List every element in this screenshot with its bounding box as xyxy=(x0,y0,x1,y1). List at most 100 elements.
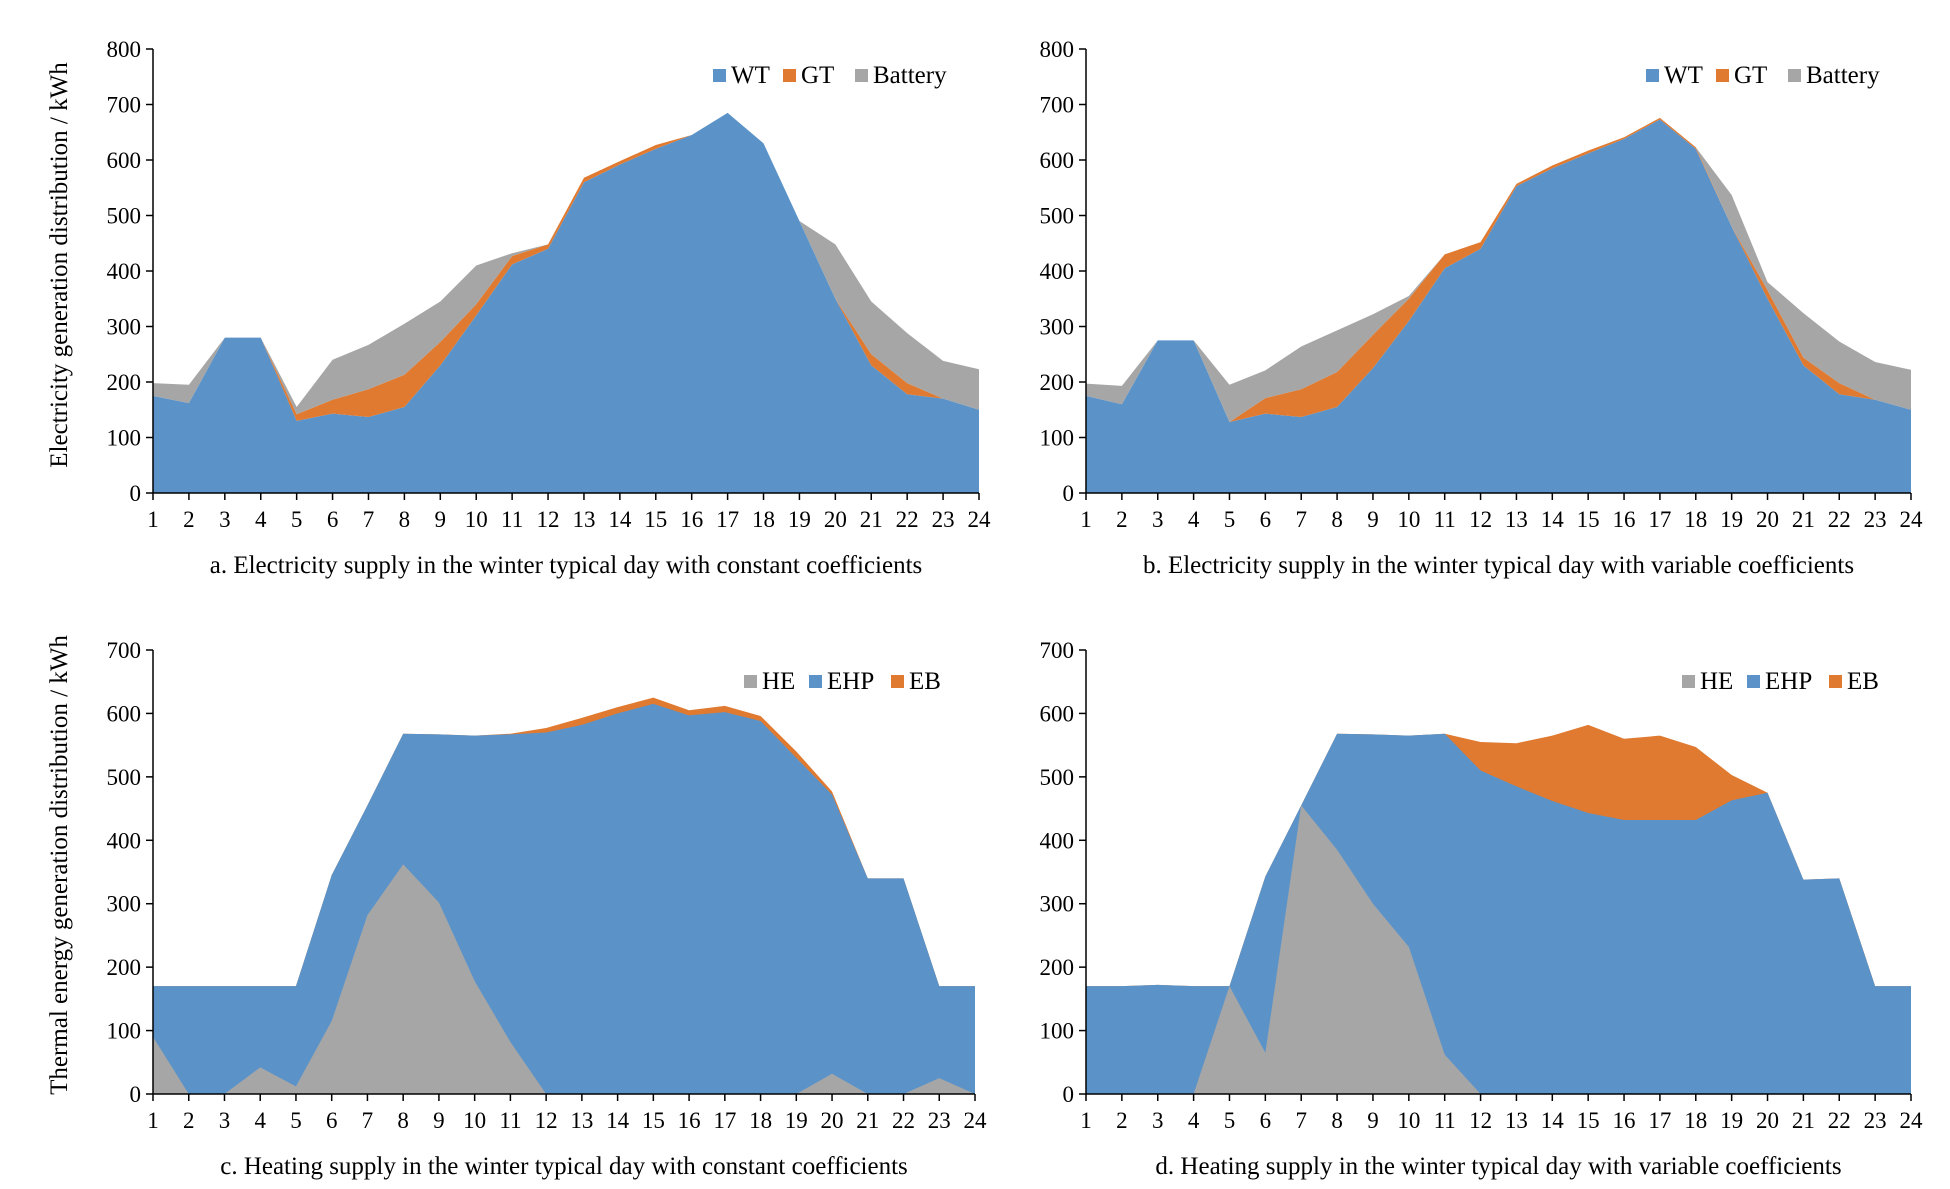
y-tick-label: 600 xyxy=(107,701,142,726)
y-tick-label: 100 xyxy=(107,426,142,451)
x-tick-label: 17 xyxy=(1648,1108,1671,1133)
series-area-he xyxy=(153,864,975,1094)
y-tick-label: 400 xyxy=(1040,259,1075,284)
x-tick-label: 22 xyxy=(1828,507,1851,532)
x-tick-label: 15 xyxy=(1577,507,1600,532)
x-tick-label: 1 xyxy=(1080,507,1092,532)
x-tick-label: 19 xyxy=(1720,1108,1743,1133)
legend-swatch-he xyxy=(744,675,757,688)
y-tick-label: 300 xyxy=(107,315,142,340)
legend-swatch-eb xyxy=(1829,675,1842,688)
x-tick-label: 1 xyxy=(147,507,159,532)
chart-caption: a. Electricity supply in the winter typi… xyxy=(210,552,923,579)
x-tick-label: 7 xyxy=(362,1108,374,1133)
x-tick-label: 13 xyxy=(1505,1108,1528,1133)
series-area-wt xyxy=(1086,119,1911,494)
legend: HE EHP EB xyxy=(744,668,941,695)
y-tick-label: 700 xyxy=(1040,638,1075,663)
y-tick-label: 500 xyxy=(107,765,142,790)
series-area-ehp xyxy=(1086,733,1911,1094)
legend-label-gt: GT xyxy=(801,62,834,89)
x-tick-label: 17 xyxy=(713,1108,736,1133)
x-tick-label: 11 xyxy=(1434,507,1456,532)
x-tick-label: 19 xyxy=(788,507,811,532)
y-tick-label: 500 xyxy=(107,204,142,229)
x-tick-label: 2 xyxy=(183,1108,195,1133)
x-tick-label: 20 xyxy=(1756,1108,1779,1133)
x-tick-label: 12 xyxy=(1469,507,1492,532)
x-tick-label: 17 xyxy=(1648,507,1671,532)
legend: WT GT Battery xyxy=(1646,62,1880,89)
x-tick-label: 4 xyxy=(254,1108,266,1133)
x-tick-label: 8 xyxy=(1331,1108,1343,1133)
series-area-wt xyxy=(153,112,979,493)
legend-swatch-eb xyxy=(891,675,904,688)
x-tick-label: 16 xyxy=(680,507,703,532)
x-tick-label: 11 xyxy=(501,507,523,532)
y-axis-label-electricity: Electricity generation distribution / kW… xyxy=(46,62,73,468)
x-tick-label: 18 xyxy=(752,507,775,532)
y-tick-label: 700 xyxy=(107,93,142,118)
y-tick-label: 200 xyxy=(1040,955,1075,980)
legend-label-battery: Battery xyxy=(1806,62,1880,89)
x-tick-label: 8 xyxy=(1331,507,1343,532)
x-tick-label: 18 xyxy=(1684,507,1707,532)
series-area-ehp xyxy=(153,703,975,1094)
legend-label-ehp: EHP xyxy=(827,668,874,695)
y-tick-label: 0 xyxy=(1063,481,1075,506)
x-tick-label: 3 xyxy=(219,1108,231,1133)
y-tick-label: 400 xyxy=(107,828,142,853)
x-tick-label: 13 xyxy=(570,1108,593,1133)
legend-label-battery: Battery xyxy=(873,62,947,89)
legend-label-eb: EB xyxy=(1847,668,1879,695)
y-tick-label: 200 xyxy=(1040,370,1075,395)
y-tick-label: 100 xyxy=(107,1019,142,1044)
x-tick-label: 21 xyxy=(856,1108,879,1133)
x-tick-label: 21 xyxy=(1792,507,1815,532)
y-tick-label: 700 xyxy=(107,638,142,663)
x-tick-label: 20 xyxy=(821,1108,844,1133)
legend-swatch-battery xyxy=(855,69,868,82)
x-tick-label: 16 xyxy=(1613,1108,1636,1133)
x-tick-label: 24 xyxy=(968,507,992,532)
x-tick-label: 8 xyxy=(399,507,411,532)
y-tick-label: 0 xyxy=(1063,1082,1075,1107)
y-tick-label: 0 xyxy=(130,481,142,506)
y-tick-label: 200 xyxy=(107,370,142,395)
x-tick-label: 10 xyxy=(1397,1108,1420,1133)
x-tick-label: 6 xyxy=(327,507,339,532)
x-tick-label: 9 xyxy=(433,1108,445,1133)
x-tick-label: 3 xyxy=(1152,1108,1164,1133)
y-axis-label-thermal: Thermal energy generation distribution /… xyxy=(46,635,73,1095)
x-tick-label: 2 xyxy=(1116,507,1128,532)
x-tick-label: 22 xyxy=(896,507,919,532)
x-tick-label: 20 xyxy=(824,507,847,532)
x-tick-label: 6 xyxy=(1260,1108,1272,1133)
y-tick-label: 400 xyxy=(107,259,142,284)
chart-caption: c. Heating supply in the winter typical … xyxy=(220,1153,908,1180)
x-tick-label: 10 xyxy=(1397,507,1420,532)
x-tick-label: 6 xyxy=(326,1108,338,1133)
x-tick-label: 4 xyxy=(1188,1108,1200,1133)
chart-caption: d. Heating supply in the winter typical … xyxy=(1155,1153,1841,1180)
legend-swatch-ehp xyxy=(809,675,822,688)
x-tick-label: 24 xyxy=(1900,507,1924,532)
plot-area xyxy=(153,112,979,493)
x-tick-label: 1 xyxy=(147,1108,159,1133)
x-tick-label: 15 xyxy=(644,507,667,532)
x-tick-label: 4 xyxy=(255,507,267,532)
x-tick-label: 15 xyxy=(642,1108,665,1133)
plot-area xyxy=(1086,724,1911,1094)
x-tick-label: 7 xyxy=(363,507,375,532)
x-tick-label: 10 xyxy=(465,507,488,532)
y-tick-label: 300 xyxy=(107,892,142,917)
x-tick-label: 16 xyxy=(1613,507,1636,532)
x-tick-label: 11 xyxy=(499,1108,521,1133)
y-tick-label: 500 xyxy=(1040,204,1075,229)
x-tick-label: 19 xyxy=(1720,507,1743,532)
x-tick-label: 13 xyxy=(1505,507,1528,532)
series-area-he xyxy=(1086,805,1911,1094)
x-tick-label: 8 xyxy=(397,1108,409,1133)
